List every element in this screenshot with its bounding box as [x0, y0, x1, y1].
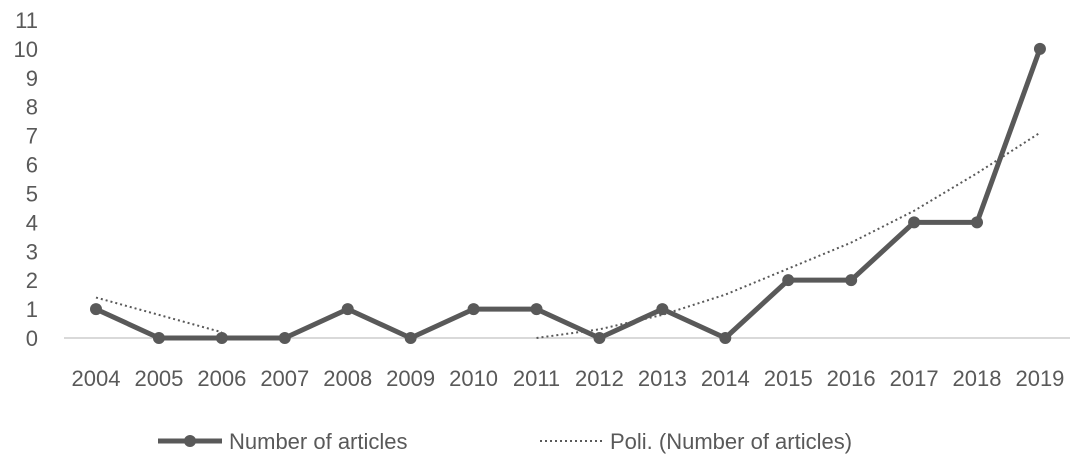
- data-point: [341, 303, 354, 316]
- y-axis-ticks: 0 1 2 3 4 5 6 7 8 9 10 11: [14, 8, 38, 351]
- data-point: [404, 332, 417, 344]
- data-point: [152, 332, 165, 344]
- data-point: [782, 274, 795, 287]
- data-point: [845, 274, 858, 287]
- x-tick-label: 2019: [1015, 366, 1064, 391]
- y-tick-label: 8: [26, 95, 38, 120]
- y-tick-label: 5: [26, 181, 38, 206]
- legend: Number of articles Poli. (Number of arti…: [158, 429, 852, 454]
- legend-label-trendline: Poli. (Number of articles): [610, 429, 852, 454]
- x-tick-label: 2017: [890, 366, 939, 391]
- x-tick-label: 2011: [513, 366, 560, 391]
- y-tick-label: 0: [26, 326, 38, 351]
- x-tick-label: 2005: [134, 366, 183, 391]
- y-tick-label: 7: [26, 124, 38, 149]
- y-tick-label: 6: [26, 153, 38, 178]
- x-tick-label: 2007: [260, 366, 309, 391]
- legend-label-number-of-articles: Number of articles: [229, 429, 408, 454]
- data-point: [908, 216, 921, 229]
- x-tick-label: 2016: [827, 366, 876, 391]
- x-tick-label: 2010: [449, 366, 498, 391]
- x-tick-label: 2015: [764, 366, 813, 391]
- data-point: [593, 332, 606, 344]
- x-tick-label: 2014: [701, 366, 750, 391]
- series-markers: [90, 42, 1046, 344]
- y-tick-label: 10: [14, 37, 38, 62]
- data-point: [719, 332, 732, 344]
- y-tick-label: 4: [26, 210, 38, 235]
- x-tick-label: 2006: [197, 366, 246, 391]
- x-tick-label: 2008: [323, 366, 372, 391]
- x-tick-label: 2009: [386, 366, 435, 391]
- data-point: [215, 332, 228, 344]
- data-point: [971, 216, 984, 229]
- y-tick-label: 1: [26, 297, 38, 322]
- data-point: [278, 332, 291, 344]
- series-line-number-of-articles: [94, 48, 1043, 341]
- data-point: [656, 303, 669, 316]
- x-tick-label: 2004: [72, 366, 121, 391]
- y-tick-label: 11: [15, 8, 38, 33]
- x-tick-label: 2018: [953, 366, 1002, 391]
- data-point: [530, 303, 543, 316]
- x-tick-label: 2012: [575, 366, 624, 391]
- legend-marker-number-of-articles: [184, 435, 196, 447]
- data-point: [467, 303, 480, 316]
- data-point: [90, 303, 102, 316]
- y-tick-label: 9: [26, 66, 38, 91]
- x-axis-ticks: 2004 2005 2006 2007 2008 2009 2010 2011 2012 2013…: [72, 366, 1065, 391]
- y-tick-label: 3: [26, 239, 38, 264]
- trendline-segment: [95, 296, 223, 334]
- trendline-segment: [536, 131, 1041, 339]
- data-point: [1033, 42, 1046, 55]
- y-tick-label: 2: [26, 268, 38, 293]
- x-tick-label: 2013: [638, 366, 687, 391]
